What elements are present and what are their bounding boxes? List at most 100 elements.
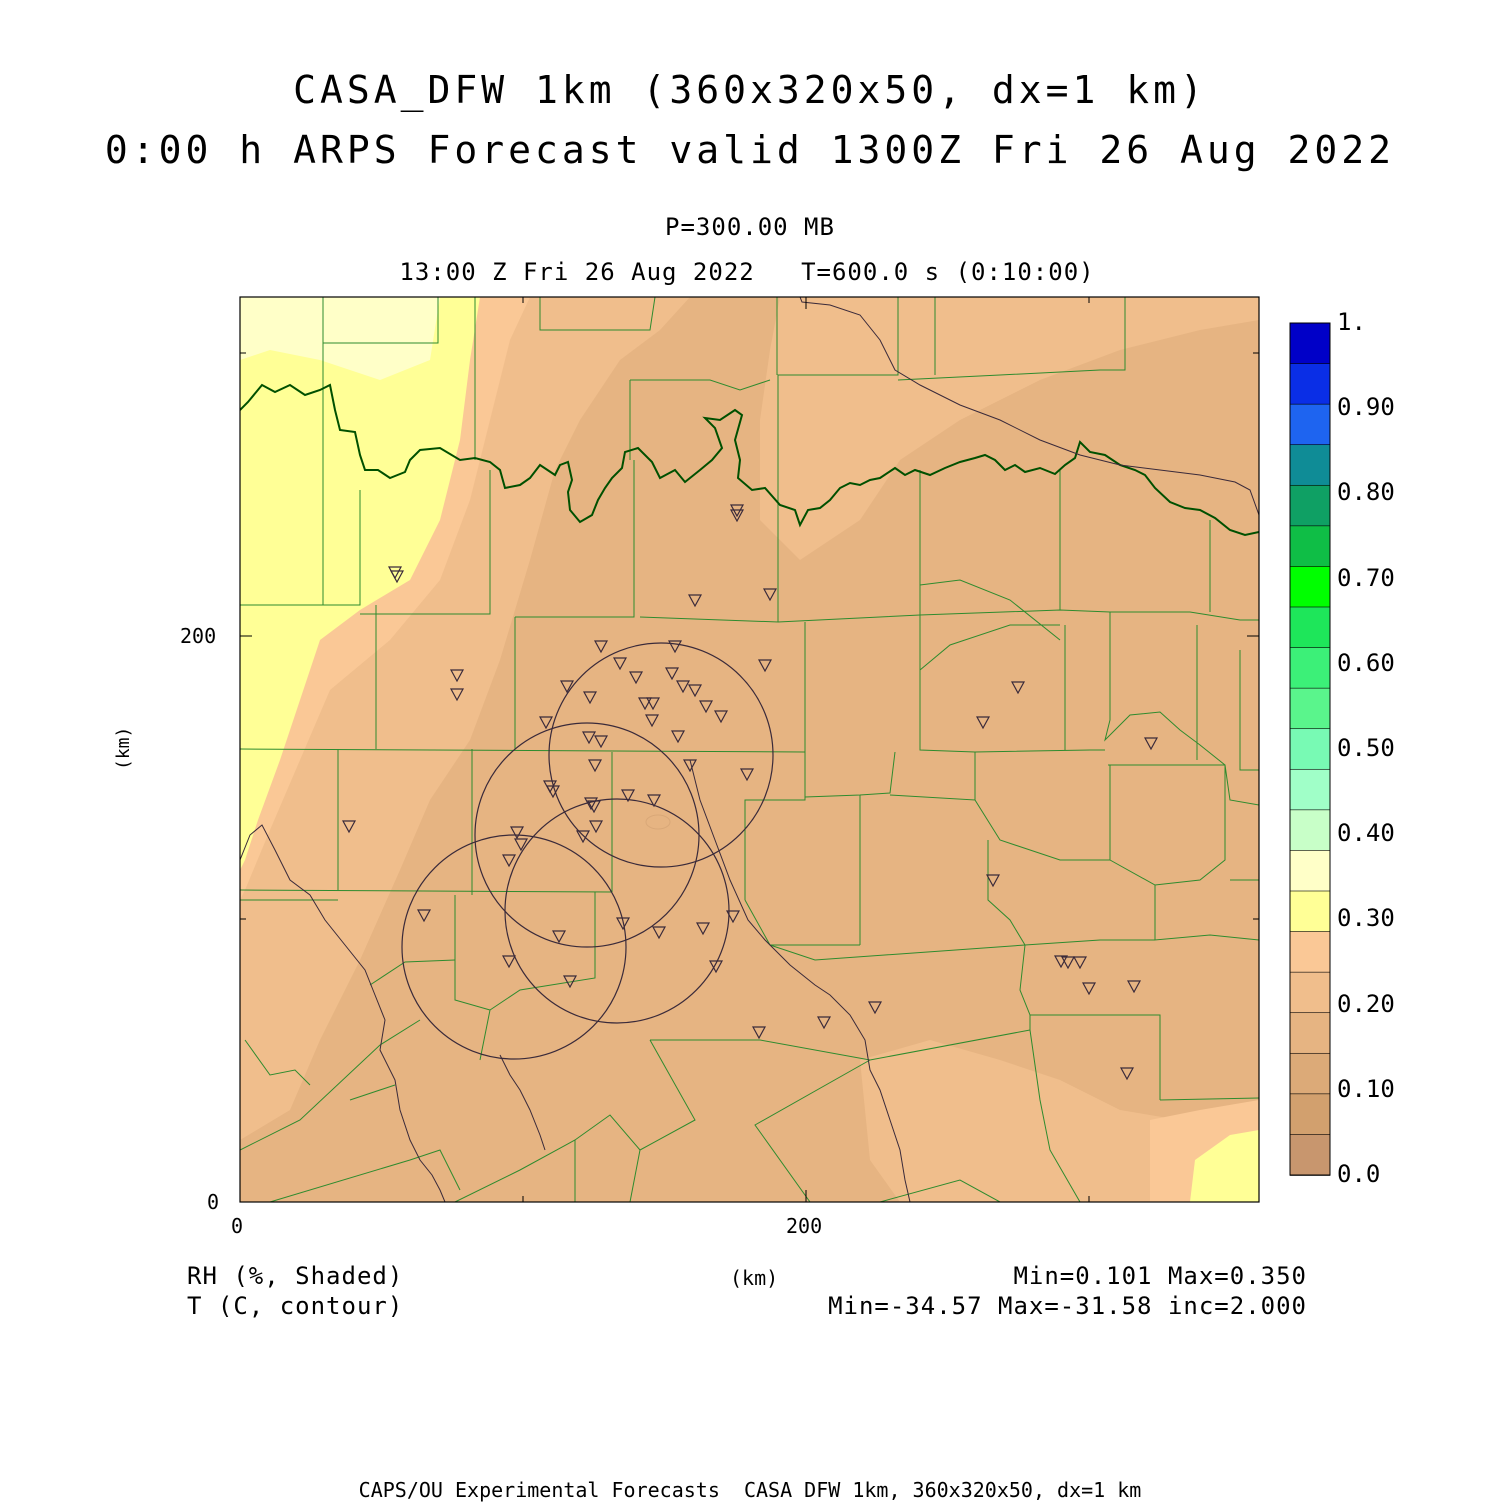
field1-label: RH (%, Shaded) [187, 1262, 404, 1290]
county-line [879, 1179, 1001, 1202]
river-line [799, 297, 1259, 516]
station-marker [1010, 681, 1026, 695]
colorbar-swatch [1289, 1052, 1331, 1095]
river-line [689, 759, 911, 1202]
y-axis-label: (km) [113, 726, 134, 770]
colorbar-frame [1289, 322, 1331, 1176]
colorbar-swatch [1289, 687, 1331, 730]
radar-ring-west [401, 834, 627, 1060]
colorbar-label: 0.0 [1337, 1160, 1381, 1188]
rh-light-tan-northeast [760, 297, 1259, 560]
colorbar-swatch [1289, 403, 1331, 446]
county-line [1019, 944, 1031, 1030]
colorbar-label: 1. [1337, 308, 1366, 336]
tick-marks [239, 297, 1259, 1202]
county-line [630, 379, 771, 391]
station-marker [583, 797, 599, 811]
station-marker [664, 667, 680, 681]
county-line [323, 297, 439, 344]
county-line [919, 579, 1061, 641]
colorbar-swatch [1289, 484, 1331, 527]
valid-time: 13:00 Z Fri 26 Aug 2022 T=600.0 s (0:10:… [399, 258, 1095, 286]
station-marker [449, 669, 465, 683]
temperature-contour [645, 814, 671, 830]
county-line [1030, 1014, 1161, 1100]
colorbar-label: 0.70 [1337, 563, 1395, 592]
county-line [1029, 1029, 1081, 1202]
station-marker [729, 509, 745, 523]
station-marker [416, 909, 432, 923]
station-marker [1081, 982, 1097, 996]
colorbar-label: 0.50 [1337, 734, 1395, 762]
station-marker [612, 657, 628, 671]
station-marker [644, 714, 660, 728]
county-line [987, 840, 1026, 946]
station-marker [687, 684, 703, 698]
station-marker [675, 680, 691, 694]
county-line [897, 297, 1126, 381]
colorbar-label: 0.60 [1337, 648, 1395, 677]
pressure-level: P=300.00 MB [665, 213, 835, 241]
county-line [244, 1039, 311, 1086]
station-marker [588, 820, 604, 834]
station-marker [695, 922, 711, 936]
county-line [240, 490, 361, 606]
river-line [240, 824, 446, 1202]
station-marker [762, 588, 778, 602]
colorbar-label: 0.80 [1337, 478, 1395, 507]
colorbar-swatch [1289, 1134, 1331, 1176]
county-lines [240, 297, 1259, 1202]
county-line [369, 959, 456, 986]
county-line [269, 1149, 461, 1202]
colorbar-label: 0.30 [1337, 904, 1395, 933]
colorbar-swatch [1289, 363, 1331, 405]
station-marker [559, 680, 575, 694]
title-line-2: 0:00 h ARPS Forecast valid 1300Z Fri 26 … [104, 128, 1396, 172]
station-marker [682, 759, 698, 773]
colorbar-label: 0.90 [1337, 393, 1395, 422]
county-line [650, 1029, 1031, 1061]
station-marker [646, 794, 662, 808]
station-marker [670, 730, 686, 744]
county-line [454, 895, 491, 1011]
station-marker [593, 640, 609, 654]
station-marker [513, 838, 529, 852]
x-tick-label-200: 200 [786, 1214, 823, 1238]
colorbar-swatch [1289, 971, 1331, 1014]
colorbar-label: 0.40 [1337, 819, 1395, 848]
station-marker [587, 759, 603, 773]
station-marker [645, 697, 661, 711]
station-marker [1143, 737, 1159, 751]
title-line-1: CASA_DFW 1km (360x320x50, dx=1 km) [293, 68, 1207, 112]
station-marker [1072, 956, 1088, 970]
colorbar-swatch [1289, 647, 1331, 689]
station-marker [628, 671, 644, 685]
colorbar-label: 0.20 [1337, 989, 1395, 1018]
footer: CAPS/OU Experimental Forecasts CASA DFW … [358, 1478, 1142, 1502]
county-line [804, 751, 896, 798]
county-line [539, 297, 656, 331]
rh-cream-region [240, 297, 440, 380]
station-marker [538, 716, 554, 730]
county-line [754, 1059, 871, 1202]
station-marker [739, 768, 755, 782]
colorbar-swatch [1289, 525, 1331, 568]
station-marker [620, 789, 636, 803]
station-marker [751, 1026, 767, 1040]
county-line [629, 1039, 696, 1202]
station-marker [708, 960, 724, 974]
rivers [240, 297, 1259, 1202]
x-axis-label: (km) [730, 1266, 779, 1290]
rh-pale-yellow-southeast [1190, 1130, 1259, 1202]
field1-stats: Min=0.101 Max=0.350 [1013, 1262, 1307, 1290]
station-marker [667, 640, 683, 654]
station-marker [1060, 956, 1076, 970]
colorbar-swatch [1289, 1012, 1331, 1055]
county-line [479, 892, 596, 1061]
colorbar-swatch [1289, 1093, 1331, 1136]
county-line [744, 622, 806, 900]
field2-label: T (C, contour) [187, 1292, 404, 1320]
county-line [974, 765, 1111, 861]
station-marker [545, 785, 561, 799]
